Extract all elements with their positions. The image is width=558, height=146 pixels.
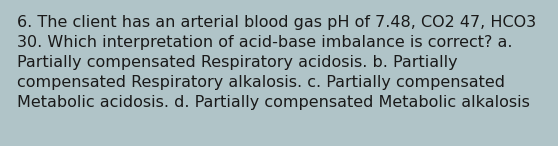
Text: 6. The client has an arterial blood gas pH of 7.48, CO2 47, HCO3
30. Which inter: 6. The client has an arterial blood gas … xyxy=(17,15,536,110)
